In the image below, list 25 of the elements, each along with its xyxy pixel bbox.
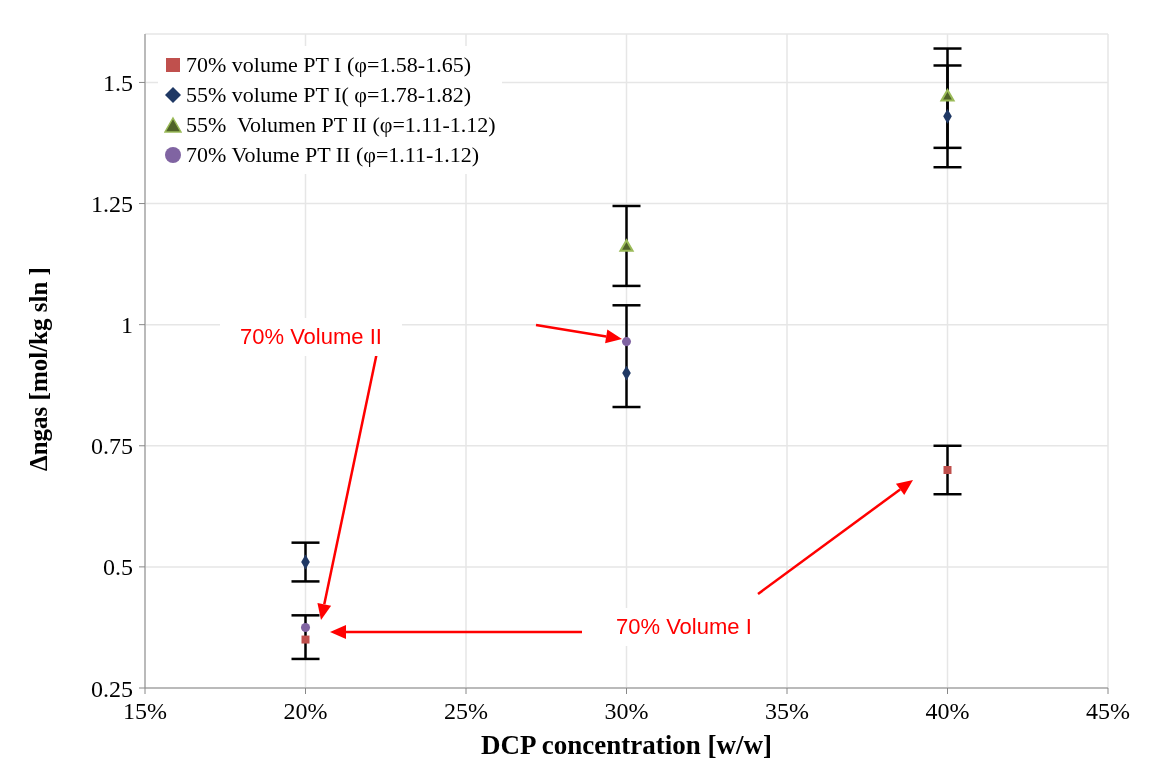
x-tick-label: 35% — [765, 698, 809, 725]
annotation: 70% Volume II — [220, 318, 402, 356]
y-tick-label: 1.5 — [103, 69, 133, 96]
y-axis-title: Δngas [mol/kg sln ] — [24, 267, 52, 471]
point — [301, 635, 310, 644]
x-tick-label: 45% — [1086, 698, 1130, 725]
x-tick-label: 20% — [283, 698, 328, 725]
legend-label: 70% volume PT I (φ=1.58-1.65) — [186, 51, 472, 79]
legend-label: 70% Volume PT II (φ=1.11-1.12) — [186, 141, 480, 169]
legend-label: 55% volume PT I( φ=1.78-1.82) — [186, 81, 472, 109]
point — [940, 88, 955, 102]
point — [621, 337, 632, 347]
x-tick-label: 30% — [604, 698, 649, 725]
y-tick-label: 0.5 — [103, 554, 133, 581]
point — [619, 239, 634, 252]
y-tick-label: 1 — [121, 312, 133, 339]
point — [943, 466, 952, 474]
y-tick-label: 0.75 — [91, 433, 133, 460]
x-tick-label: 40% — [925, 698, 970, 725]
x-tick-label: 25% — [444, 698, 488, 725]
x-axis-title: DCP concentration [w/w] — [481, 730, 772, 760]
legend-label: 55% Volumen PT II (φ=1.11-1.12) — [186, 111, 496, 139]
annotation: 70% Volume I — [596, 608, 772, 646]
y-tick-label: 1.25 — [91, 191, 133, 218]
point — [300, 622, 311, 632]
